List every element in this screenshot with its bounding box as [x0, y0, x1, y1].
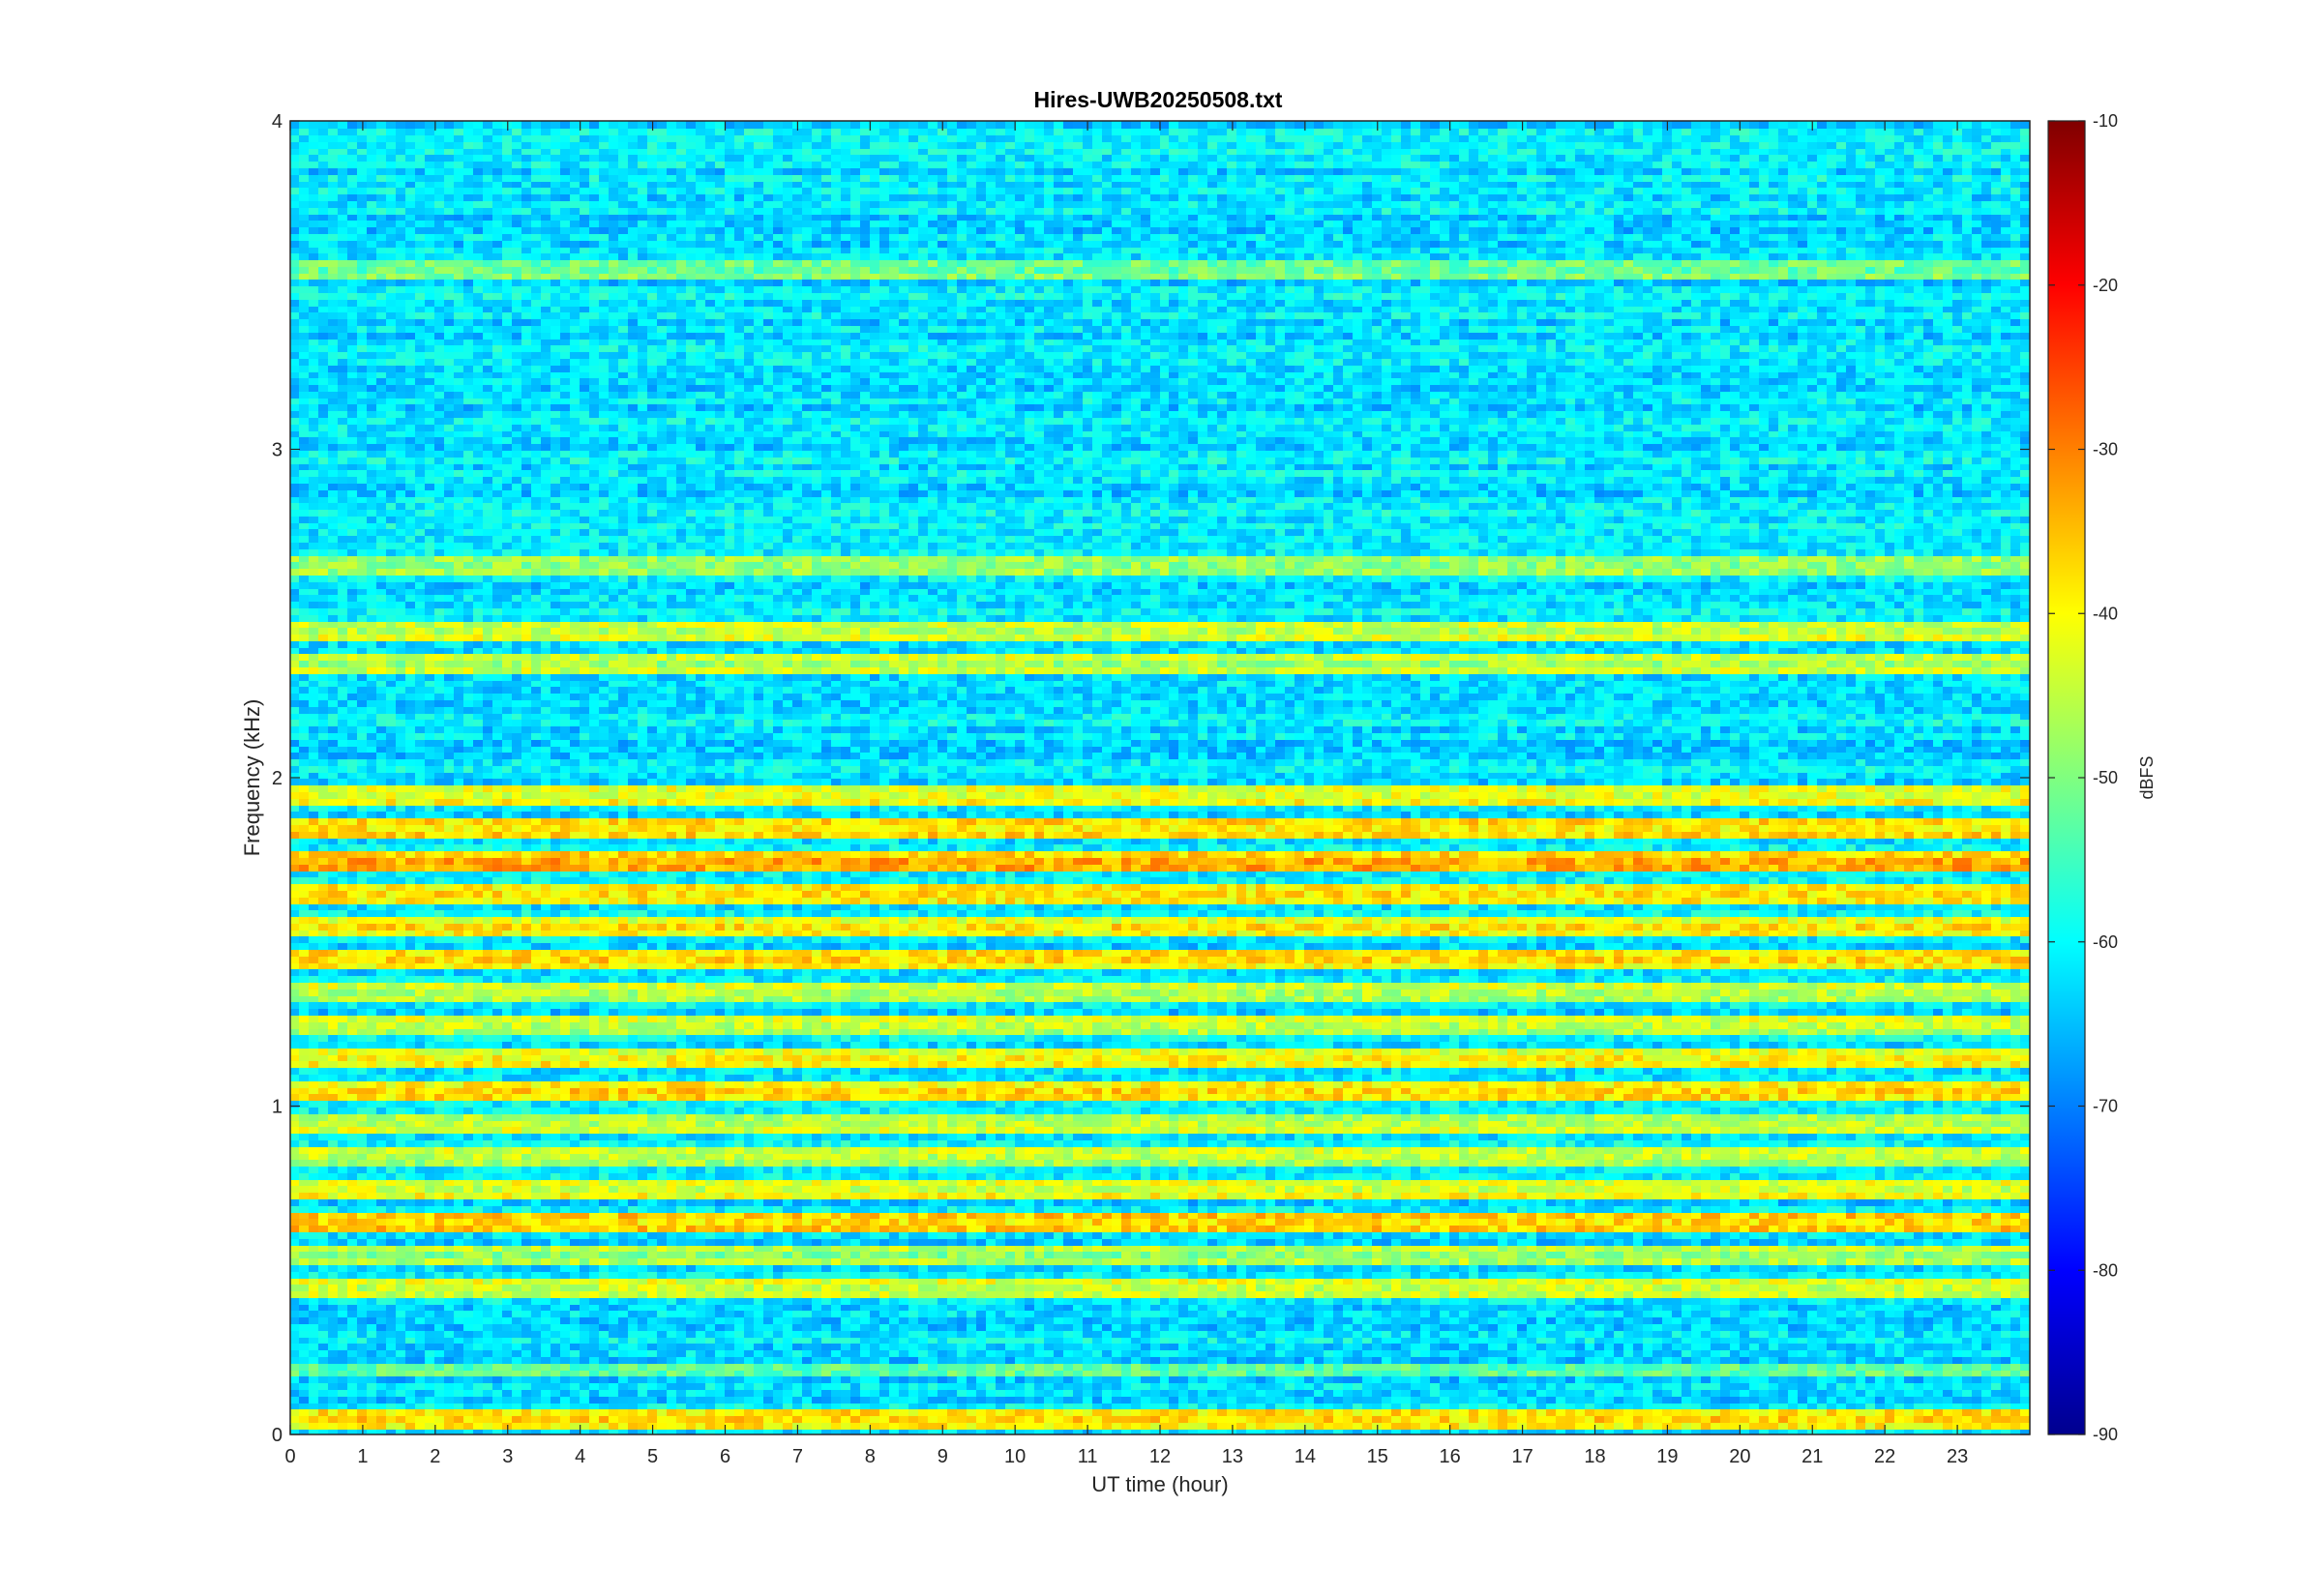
- heatmap-cells: [290, 121, 2031, 1435]
- chart-title: Hires-UWB20250508.txt: [1034, 87, 1283, 112]
- plot-area: [290, 121, 2031, 1435]
